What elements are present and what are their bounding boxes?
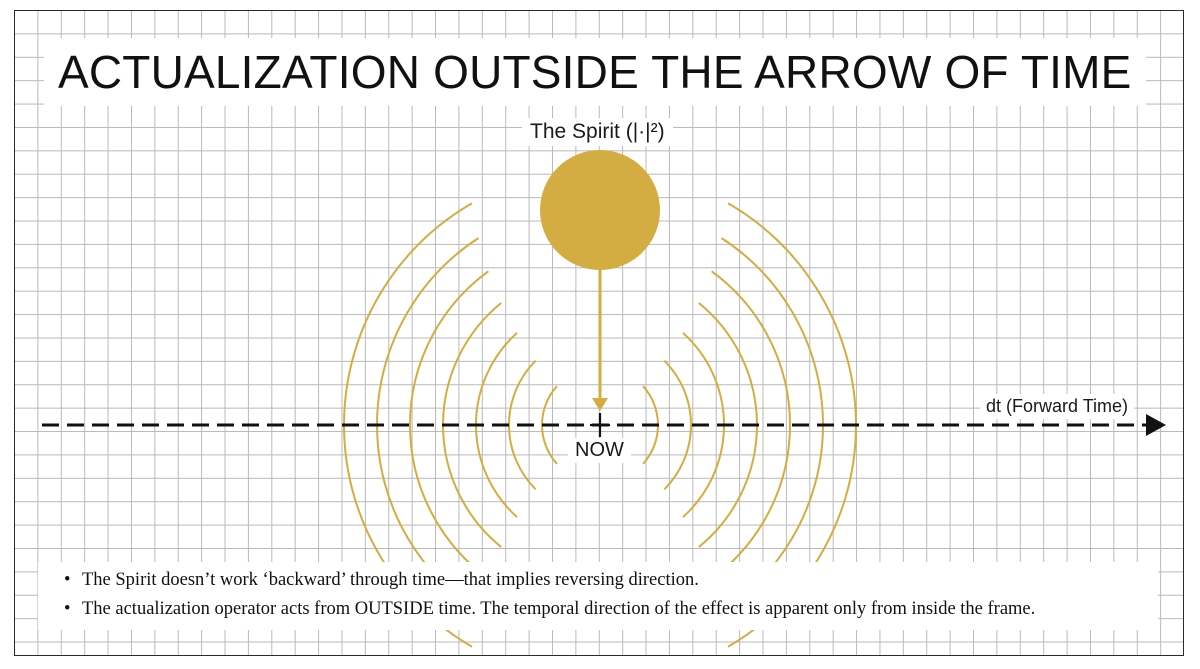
spirit-source-circle (540, 150, 660, 270)
ripple-arc-right-5 (711, 270, 791, 580)
spirit-label: The Spirit (|·|²) (522, 118, 673, 146)
axis-arrowhead-icon (1146, 414, 1166, 436)
ripple-arc-right-2 (663, 359, 692, 491)
note-item: The Spirit doesn’t work ‘backward’ throu… (64, 566, 1142, 595)
page-title: ACTUALIZATION OUTSIDE THE ARROW OF TIME (44, 38, 1146, 106)
notes-list: The Spirit doesn’t work ‘backward’ throu… (38, 562, 1158, 630)
actualization-arrowhead-icon (592, 398, 608, 411)
now-label: NOW (568, 438, 631, 463)
note-item: The actualization operator acts from OUT… (64, 595, 1142, 624)
ripple-arc-left-5 (409, 270, 489, 580)
forward-time-label: dt (Forward Time) (980, 394, 1135, 419)
now-marker (590, 413, 610, 437)
